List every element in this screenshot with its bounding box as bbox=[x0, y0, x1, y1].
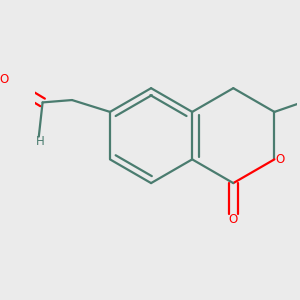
Text: O: O bbox=[0, 73, 8, 86]
Text: O: O bbox=[229, 213, 238, 226]
Text: H: H bbox=[36, 135, 44, 148]
Text: O: O bbox=[275, 154, 285, 166]
